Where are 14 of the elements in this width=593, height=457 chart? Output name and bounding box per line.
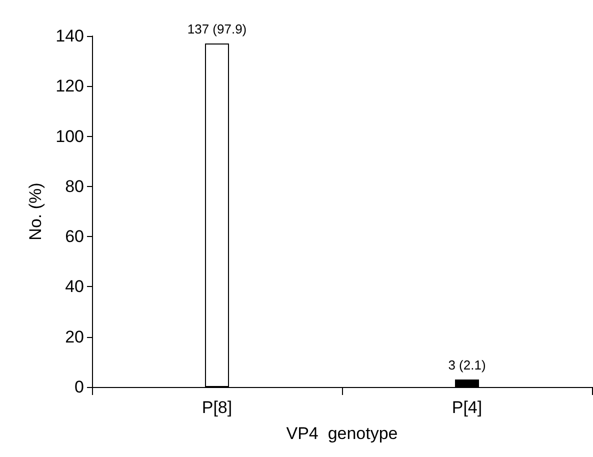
data-label: 3 (2.1) [448, 357, 486, 372]
x-tick-label: P[8] [202, 398, 232, 417]
y-tick-label: 140 [56, 26, 84, 46]
y-tick-label: 120 [56, 76, 84, 96]
y-tick-label: 100 [56, 126, 84, 146]
y-tick-label: 20 [65, 327, 84, 346]
y-tick-label: 0 [74, 378, 84, 396]
x-axis-title: VP4 genotype [286, 424, 398, 443]
x-tick-label: P[4] [452, 398, 482, 417]
y-tick-label: 60 [65, 227, 84, 246]
y-tick-label: 40 [65, 277, 84, 296]
data-label: 137 (97.9) [187, 22, 247, 37]
y-tick-label: 80 [65, 176, 84, 196]
y-axis-title: No. (%) [26, 182, 45, 240]
